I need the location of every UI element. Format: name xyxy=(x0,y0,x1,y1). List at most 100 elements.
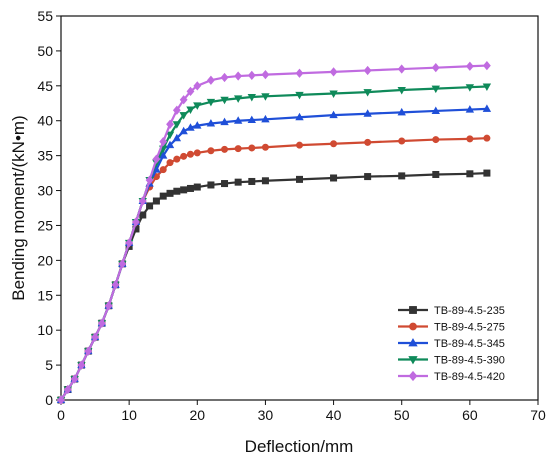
data-point xyxy=(220,72,229,83)
data-point xyxy=(172,105,181,115)
data-point xyxy=(432,136,440,144)
data-point xyxy=(398,172,406,180)
x-tick-label: 0 xyxy=(57,407,65,423)
data-point xyxy=(466,170,474,178)
data-point xyxy=(111,280,120,290)
data-point xyxy=(295,91,304,100)
data-point xyxy=(329,67,338,77)
data-point xyxy=(234,145,242,153)
data-point xyxy=(329,110,338,119)
y-tick-label: 25 xyxy=(37,217,53,233)
data-point xyxy=(234,71,243,81)
y-axis-title: Bending moment/(kN•m) xyxy=(9,115,28,300)
legend-item: TB-89-4.5-390 xyxy=(398,355,505,367)
data-point xyxy=(248,144,256,152)
data-point xyxy=(220,117,229,126)
legend-marker xyxy=(408,356,418,365)
data-point xyxy=(186,123,195,131)
legend-marker xyxy=(409,322,417,331)
data-point xyxy=(247,115,256,124)
data-point xyxy=(247,70,256,80)
data-point xyxy=(466,135,474,143)
data-point xyxy=(118,259,127,269)
data-point xyxy=(482,83,492,91)
data-point xyxy=(139,211,147,219)
data-point xyxy=(166,189,174,197)
y-tick-label: 15 xyxy=(37,287,53,303)
data-point xyxy=(152,197,160,205)
data-point xyxy=(186,106,195,115)
data-point xyxy=(179,95,188,105)
data-point xyxy=(465,105,475,113)
data-point xyxy=(159,192,167,200)
data-point xyxy=(207,147,215,155)
data-point xyxy=(63,384,72,395)
data-point xyxy=(166,119,174,129)
legend: TB-89-4.5-235 TB-89-4.5-275 TB-89-4.5-345 T… xyxy=(398,305,505,383)
data-point xyxy=(330,140,338,148)
data-point xyxy=(91,332,99,342)
data-point xyxy=(233,95,243,103)
data-point xyxy=(482,60,491,71)
data-point xyxy=(431,85,440,94)
data-point xyxy=(221,145,229,153)
data-point xyxy=(330,174,338,182)
data-point xyxy=(146,202,154,210)
x-tick-label: 50 xyxy=(394,407,410,423)
data-point xyxy=(234,178,242,186)
data-point xyxy=(179,126,188,135)
data-point xyxy=(261,177,269,185)
data-point xyxy=(233,116,243,124)
data-point xyxy=(193,102,202,110)
x-tick-label: 40 xyxy=(326,407,342,423)
data-point xyxy=(363,65,372,76)
data-point xyxy=(193,81,202,91)
data-point xyxy=(261,114,270,123)
data-point xyxy=(97,318,106,328)
legend-marker xyxy=(408,338,418,347)
legend-item: TB-89-4.5-275 xyxy=(398,322,505,334)
data-point xyxy=(431,106,440,114)
data-point xyxy=(295,175,303,183)
data-point xyxy=(152,154,161,164)
data-point xyxy=(172,133,182,142)
data-point xyxy=(104,301,113,311)
data-point xyxy=(397,107,406,116)
legend-label: TB-89-4.5-275 xyxy=(434,322,505,334)
data-point xyxy=(186,184,194,192)
data-point xyxy=(180,186,188,194)
plot-frame xyxy=(60,15,539,401)
data-point xyxy=(206,119,216,127)
data-point xyxy=(159,151,168,159)
data-point xyxy=(165,131,175,140)
y-tick-label: 0 xyxy=(45,392,53,408)
data-point xyxy=(363,109,372,117)
data-point xyxy=(84,346,93,356)
data-point xyxy=(247,93,256,102)
legend-item: TB-89-4.5-345 xyxy=(398,338,505,350)
data-point xyxy=(295,141,303,149)
data-point xyxy=(364,138,372,146)
data-point xyxy=(57,395,65,405)
data-point xyxy=(329,90,338,98)
data-point xyxy=(465,84,475,92)
y-tick-label: 5 xyxy=(45,357,53,373)
data-point xyxy=(221,180,229,188)
data-point xyxy=(261,143,269,151)
legend-label: TB-89-4.5-345 xyxy=(434,338,505,350)
data-point xyxy=(159,137,168,147)
x-tick-label: 10 xyxy=(121,407,137,423)
data-point xyxy=(363,89,372,97)
data-point xyxy=(172,121,182,129)
data-point xyxy=(125,238,134,248)
legend-item: TB-89-4.5-235 xyxy=(398,305,505,317)
legend-marker xyxy=(408,370,418,382)
data-point xyxy=(193,183,201,191)
x-tick-label: 70 xyxy=(530,407,546,423)
y-tick-label: 20 xyxy=(37,252,53,268)
data-point xyxy=(397,86,406,95)
legend-item: TB-89-4.5-420 xyxy=(398,370,505,383)
y-tick-label: 40 xyxy=(37,113,53,129)
x-tick-label: 30 xyxy=(258,407,274,423)
data-point xyxy=(179,112,188,120)
